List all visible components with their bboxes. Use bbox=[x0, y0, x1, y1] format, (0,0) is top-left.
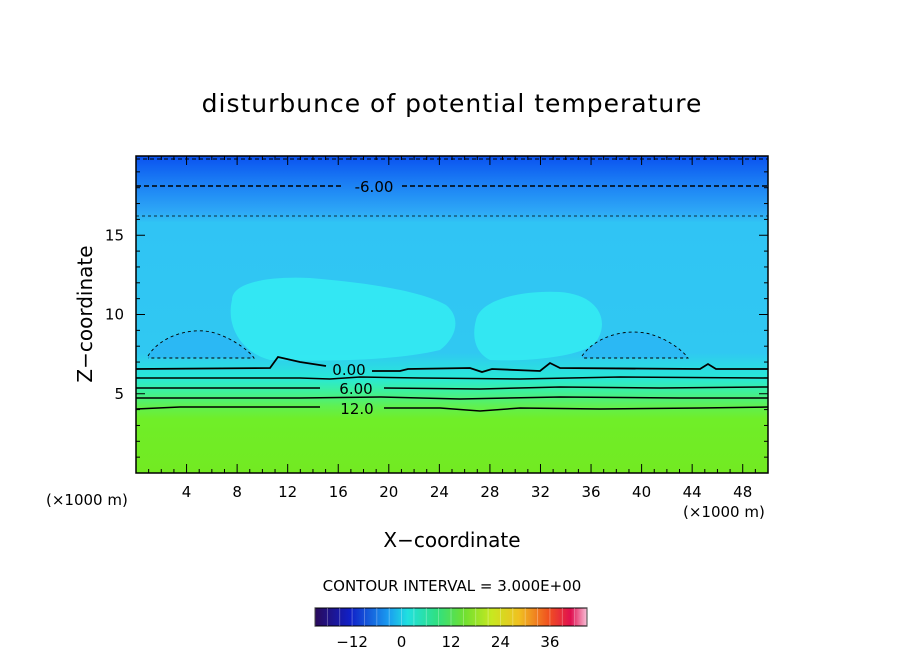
contour-6 bbox=[136, 386, 768, 390]
y-tick-label: 15 bbox=[105, 226, 124, 244]
cold-patch-left bbox=[148, 330, 254, 358]
x-tick-label: 20 bbox=[379, 483, 398, 501]
colorbar-tick-label: 24 bbox=[491, 633, 510, 651]
x-tick-label: 12 bbox=[278, 483, 297, 501]
y-tick-label: 10 bbox=[105, 306, 124, 324]
x-axis-label: X−coordinate bbox=[383, 528, 520, 552]
contour-interval-text: CONTOUR INTERVAL = 3.000E+00 bbox=[323, 577, 582, 595]
x-tick-label: 40 bbox=[632, 483, 651, 501]
x-tick-label: 44 bbox=[683, 483, 702, 501]
contour-dome-right bbox=[581, 331, 689, 359]
contour-label-12: 12.0 bbox=[340, 400, 373, 418]
y-tick-label: 5 bbox=[114, 385, 124, 403]
contour-label-minus-6: -6.00 bbox=[355, 178, 394, 196]
x-tick-label: 36 bbox=[581, 483, 600, 501]
contour-dome-left bbox=[147, 330, 255, 359]
x-unit-left: (×1000 m) bbox=[46, 491, 128, 509]
contour-12 bbox=[136, 406, 768, 412]
contour-9 bbox=[136, 396, 768, 400]
x-tick-label: 24 bbox=[430, 483, 449, 501]
colorbar-tick-label: 12 bbox=[441, 633, 460, 651]
colorbar bbox=[314, 607, 588, 627]
colorbar-tick-labels: −12 0 12 24 36 bbox=[336, 633, 559, 651]
colorbar-tick-label: 0 bbox=[397, 633, 407, 651]
chart-title: disturbunce of potential temperature bbox=[202, 89, 703, 118]
x-tick-label: 28 bbox=[480, 483, 499, 501]
contour-0 bbox=[136, 355, 768, 373]
cold-patch-right bbox=[582, 332, 688, 358]
cyan-blob-right bbox=[474, 291, 602, 361]
contour-label-0: 0.00 bbox=[332, 361, 365, 379]
x-tick-label: 8 bbox=[232, 483, 242, 501]
colorbar-tick-label: −12 bbox=[336, 633, 368, 651]
contour-label-6: 6.00 bbox=[339, 380, 372, 398]
x-tick-label: 32 bbox=[531, 483, 550, 501]
x-tick-label: 4 bbox=[182, 483, 192, 501]
x-tick-label: 48 bbox=[733, 483, 752, 501]
y-axis-label: Z−coordinate bbox=[73, 245, 97, 382]
plot-area bbox=[136, 156, 768, 473]
x-unit-right: (×1000 m) bbox=[683, 503, 765, 521]
colorbar-segments bbox=[314, 608, 588, 626]
colorbar-tick-label: 36 bbox=[540, 633, 559, 651]
contour-3 bbox=[136, 376, 768, 380]
x-tick-label: 16 bbox=[329, 483, 348, 501]
cyan-blob-left bbox=[230, 277, 456, 361]
